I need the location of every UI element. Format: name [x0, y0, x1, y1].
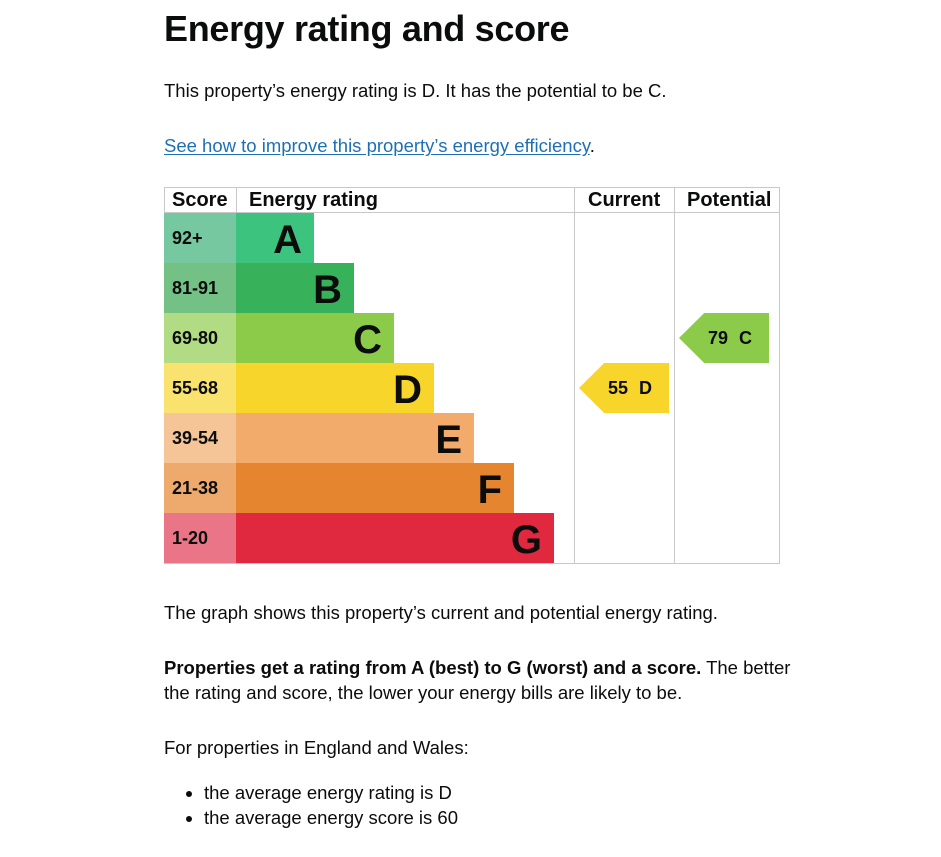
- rating-explanation-bold: Properties get a rating from A (best) to…: [164, 657, 702, 678]
- band-score-f: 21-38: [164, 463, 236, 513]
- energy-rating-chart: Score Energy rating Current Potential 92…: [164, 187, 780, 564]
- band-score-g: 1-20: [164, 513, 236, 563]
- rating-explanation-rest-1: The better: [701, 657, 791, 678]
- average-item: the average energy score is 60: [204, 805, 458, 830]
- improve-suffix: .: [589, 135, 595, 156]
- band-score-c: 69-80: [164, 313, 236, 363]
- band-bar-e: E: [236, 413, 474, 463]
- band-score-e: 39-54: [164, 413, 236, 463]
- header-divider: [164, 212, 779, 213]
- average-item: the average energy rating is D: [204, 780, 458, 805]
- band-bar-b: B: [236, 263, 354, 313]
- header-current: Current: [588, 189, 661, 211]
- band-bar-a: A: [236, 213, 314, 263]
- rating-explanation-rest-2: the rating and score, the lower your ene…: [164, 682, 683, 703]
- improve-efficiency-link[interactable]: See how to improve this property’s energ…: [164, 135, 590, 156]
- header-energy-rating: Energy rating: [249, 189, 378, 211]
- header-score: Score: [172, 189, 228, 211]
- band-score-d: 55-68: [164, 363, 236, 413]
- band-score-a: 92+: [164, 213, 236, 263]
- average-intro: For properties in England and Wales:: [164, 737, 469, 758]
- rating-explanation: Properties get a rating from A (best) to…: [164, 655, 790, 705]
- column-divider: [674, 187, 675, 563]
- band-bar-g: G: [236, 513, 554, 563]
- column-divider: [574, 187, 575, 563]
- band-bar-c: C: [236, 313, 394, 363]
- header-potential: Potential: [687, 189, 772, 211]
- graph-caption: The graph shows this property’s current …: [164, 602, 718, 623]
- band-bar-f: F: [236, 463, 514, 513]
- improve-paragraph: See how to improve this property’s energ…: [164, 133, 595, 158]
- page-title: Energy rating and score: [164, 8, 570, 49]
- band-score-b: 81-91: [164, 263, 236, 313]
- intro-text: This property’s energy rating is D. It h…: [164, 80, 667, 101]
- band-bar-d: D: [236, 363, 434, 413]
- average-list: the average energy rating is D the avera…: [164, 780, 458, 830]
